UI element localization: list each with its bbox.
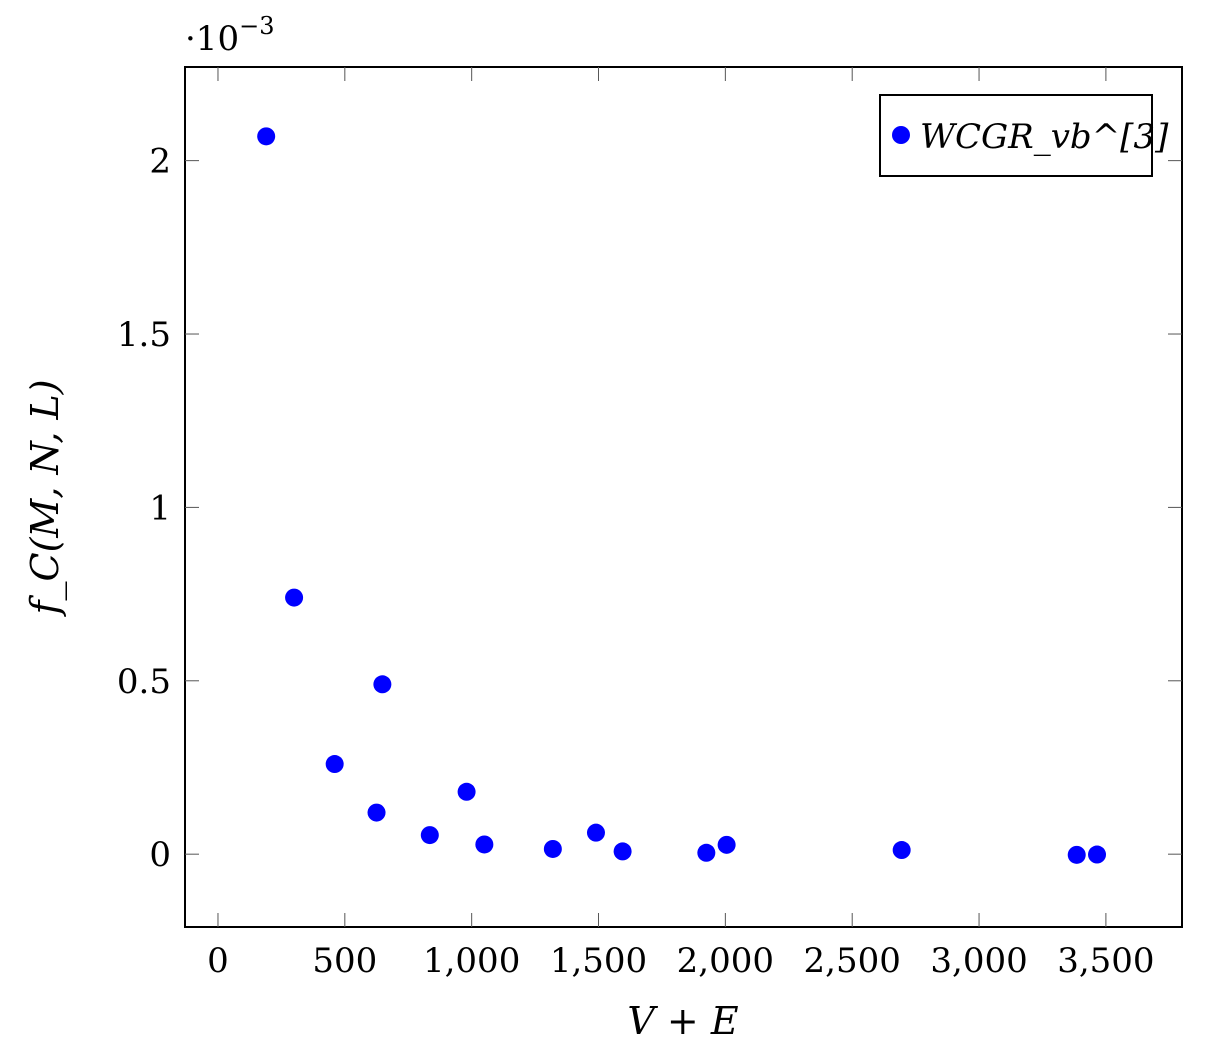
x-tick-label: 2,500 (804, 941, 901, 981)
y-tick-label: 0.5 (117, 662, 171, 702)
x-tick-label: 500 (312, 941, 377, 981)
x-tick-label: 0 (207, 941, 229, 981)
data-point (1067, 845, 1086, 864)
plot-area-frame (184, 66, 1183, 928)
y-axis-label: f_C(M, N, L) (23, 379, 68, 617)
data-point (475, 835, 494, 854)
data-point (257, 127, 276, 146)
data-points (257, 127, 1107, 864)
x-tick-label: 2,000 (677, 941, 774, 981)
data-point (420, 826, 439, 845)
data-point (613, 842, 632, 861)
legend-marker (892, 126, 910, 144)
data-point (892, 841, 911, 860)
y-axis-ticks: 0 0.5 1 1.5 2 (117, 142, 1182, 875)
data-point (457, 782, 476, 801)
data-point (373, 675, 392, 694)
data-point (325, 755, 344, 774)
data-point (697, 843, 716, 862)
x-tick-label: 3,000 (930, 941, 1027, 981)
y-tick-label: 1 (149, 488, 171, 528)
legend-box (879, 94, 1153, 177)
y-scale-note: ·10−3 (185, 12, 274, 59)
y-tick-label: 1.5 (117, 315, 171, 355)
data-point (285, 588, 304, 607)
data-point (717, 835, 736, 854)
data-point (586, 823, 605, 842)
x-tick-label: 1,500 (550, 941, 647, 981)
x-axis-ticks: 0 500 1,000 1,500 2,000 2,500 3,000 3,500 (207, 67, 1155, 981)
y-tick-label: 0 (149, 835, 171, 875)
data-point (1088, 845, 1107, 864)
y-tick-label: 2 (149, 142, 171, 182)
legend-label: WCGR_vb^[3] (920, 117, 1169, 157)
legend: WCGR_vb^[3] (879, 94, 1169, 177)
data-point (367, 803, 386, 822)
y-scale-exponent: −3 (239, 12, 274, 40)
data-point (543, 839, 562, 858)
x-tick-label: 1,000 (423, 941, 520, 981)
x-tick-label: 3,500 (1057, 941, 1154, 981)
x-axis-label: V + E (627, 999, 738, 1043)
